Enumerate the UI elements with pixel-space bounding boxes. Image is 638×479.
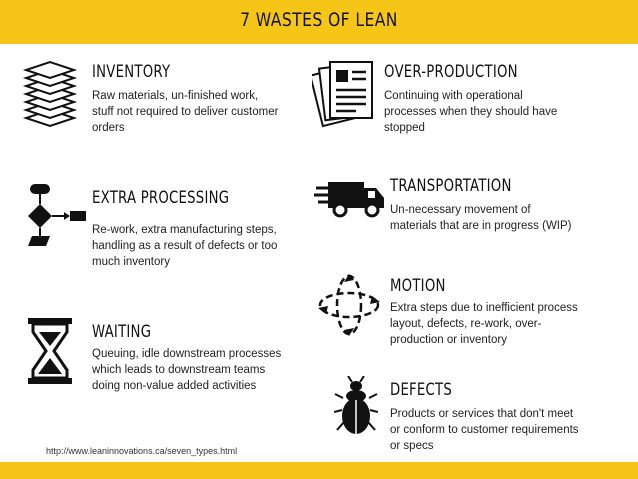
waste-heading: Inventory bbox=[92, 62, 171, 82]
waste-heading: Over-Production bbox=[384, 62, 518, 82]
waste-description: Raw materials, un-finished work, stuff n… bbox=[92, 90, 279, 134]
waste-description: Queuing, idle downstream processes which… bbox=[92, 348, 282, 392]
stacked-papers-icon bbox=[22, 60, 78, 128]
truck-icon bbox=[314, 182, 384, 218]
waste-description: Products or services that don't meet or … bbox=[390, 408, 579, 452]
page-title: 7 Wastes of Lean bbox=[240, 9, 398, 31]
waste-heading: Transportation bbox=[390, 176, 512, 196]
flowchart-icon bbox=[28, 184, 86, 246]
waste-heading: Motion bbox=[390, 276, 446, 296]
documents-icon bbox=[312, 61, 373, 128]
waste-heading: Waiting bbox=[92, 322, 152, 342]
waste-heading: Defects bbox=[390, 380, 453, 400]
source-link[interactable]: http://www.leaninnovations.ca/seven_type… bbox=[46, 446, 238, 456]
waste-description: Un-necessary movement of materials that … bbox=[390, 204, 572, 232]
waste-heading: Extra Processing bbox=[92, 188, 230, 208]
waste-description: Continuing with operational processes wh… bbox=[384, 90, 558, 134]
rotation-arrows-icon bbox=[318, 274, 380, 336]
footer-bar bbox=[0, 462, 638, 479]
hourglass-icon bbox=[28, 318, 72, 384]
header-bar bbox=[0, 0, 638, 44]
waste-description: Re-work, extra manufacturing steps, hand… bbox=[92, 224, 278, 268]
waste-description: Extra steps due to inefficient process l… bbox=[390, 302, 578, 346]
bug-icon bbox=[334, 376, 378, 434]
